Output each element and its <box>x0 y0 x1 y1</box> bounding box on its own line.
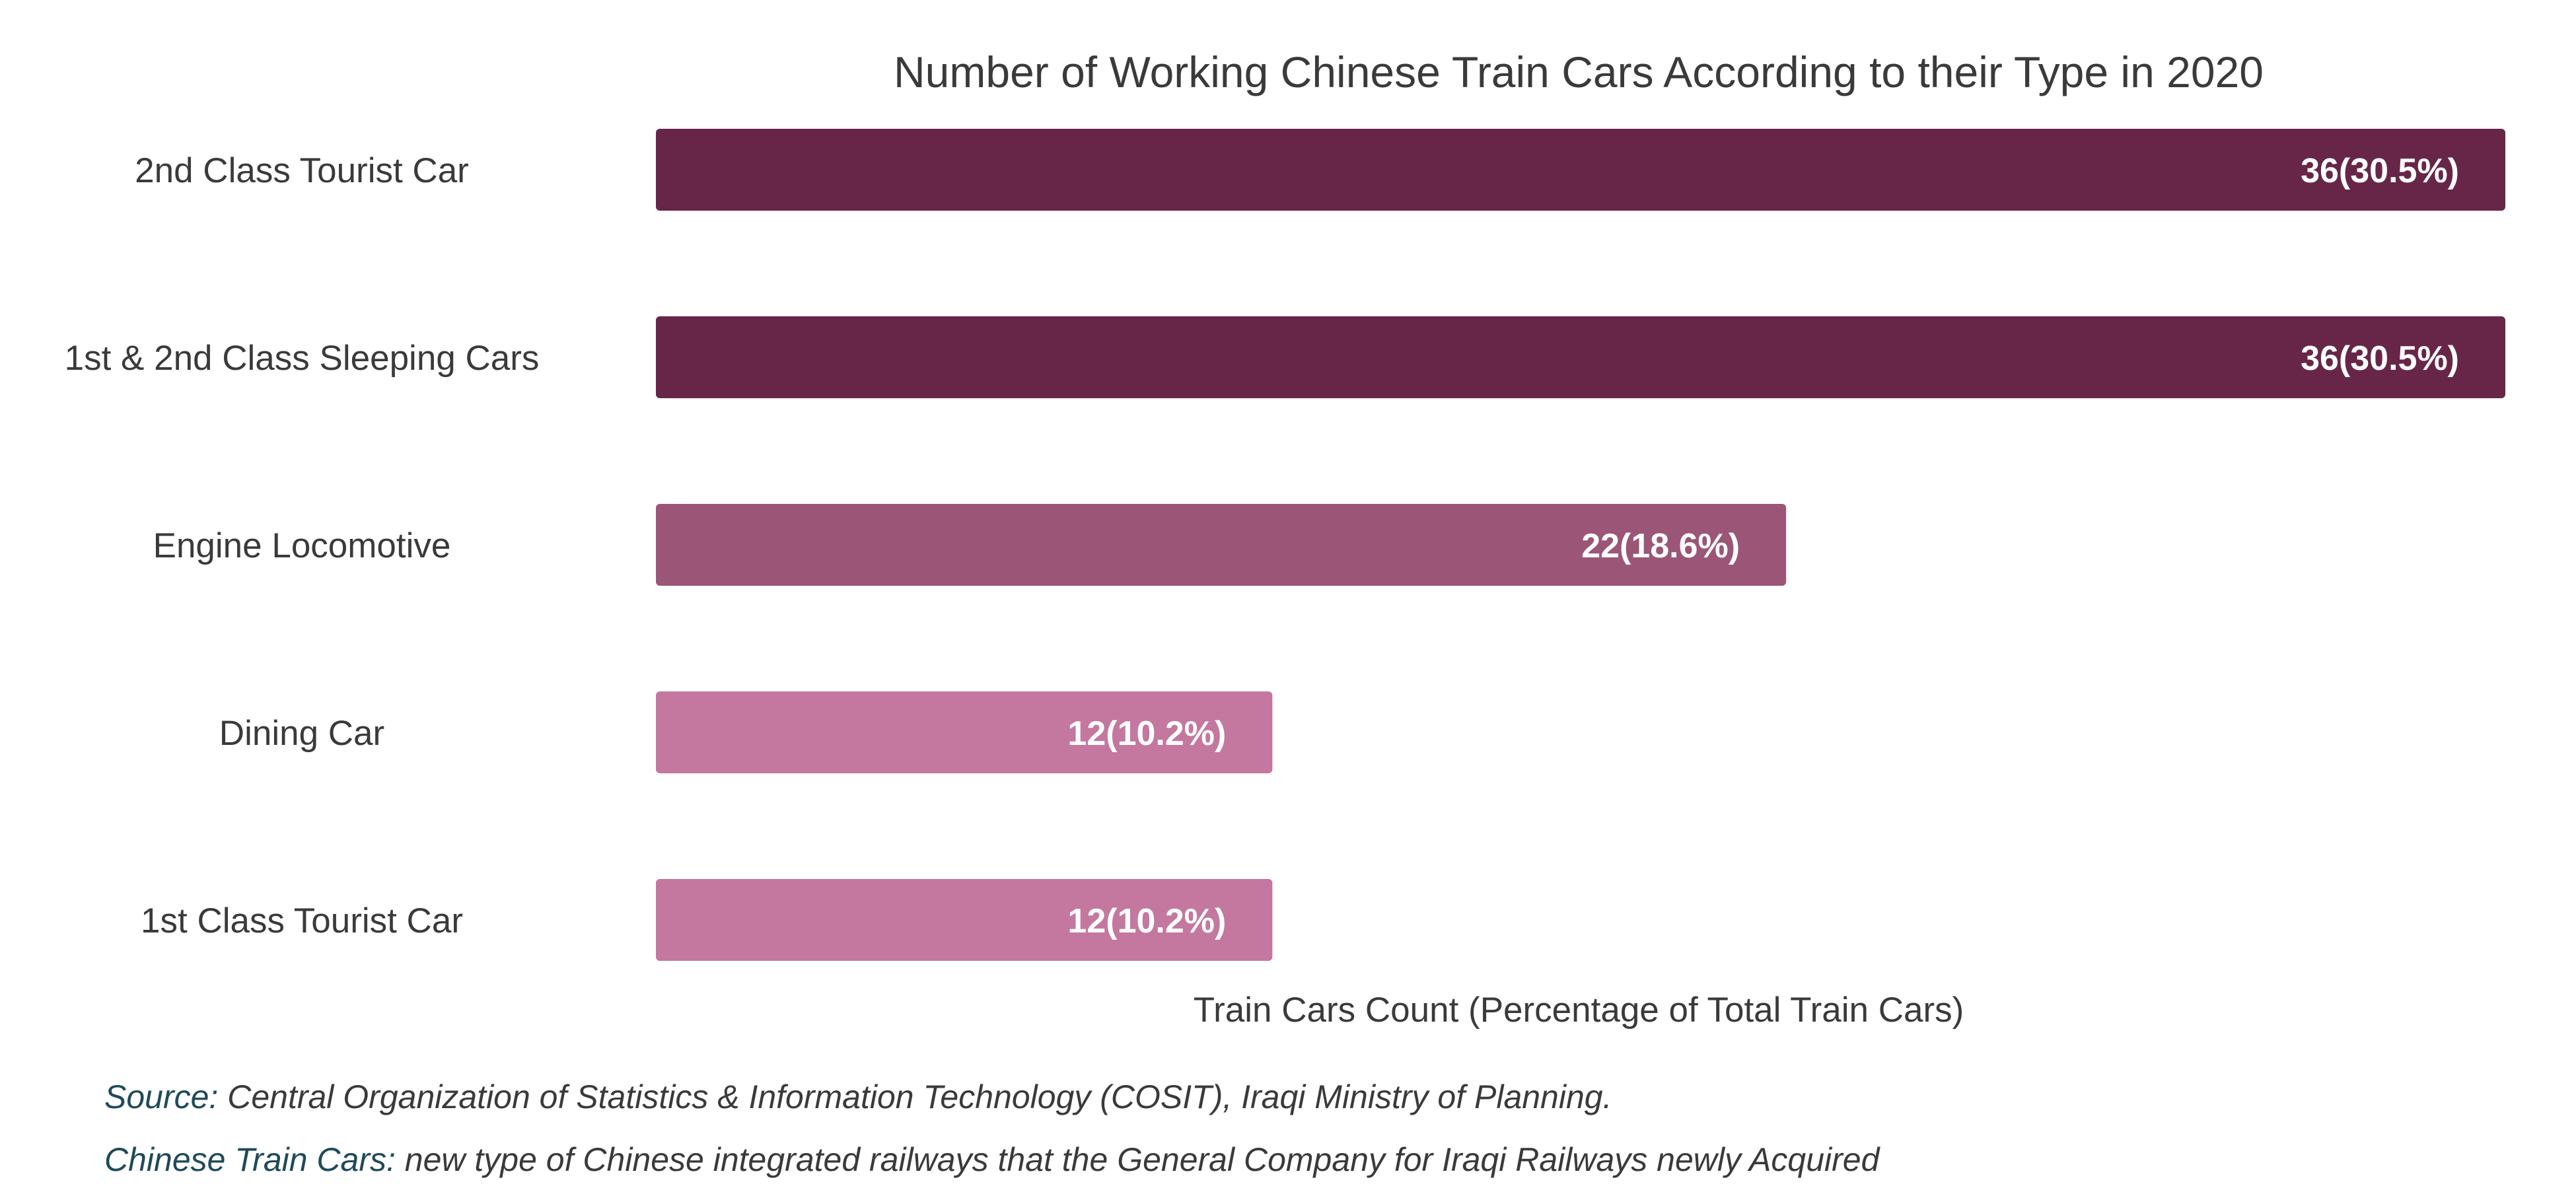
category-label: Dining Car <box>219 714 384 753</box>
footnote-source-text: Central Organization of Statistics & Inf… <box>218 1078 1612 1115</box>
bar-data-label: 12(10.2%) <box>1067 902 1226 940</box>
chart-title: Number of Working Chinese Train Cars Acc… <box>894 48 2264 96</box>
category-label: Engine Locomotive <box>153 526 451 565</box>
bar-data-label: 12(10.2%) <box>1067 715 1226 753</box>
bar-data-label: 36(30.5%) <box>2301 339 2459 378</box>
x-axis-label: Train Cars Count (Percentage of Total Tr… <box>1194 991 1964 1030</box>
bar <box>656 879 1273 961</box>
bar <box>656 316 2505 398</box>
bar-data-label: 22(18.6%) <box>1581 527 1740 565</box>
bar <box>656 129 2505 211</box>
footnote-definition-text: new type of Chinese integrated railways … <box>395 1141 1880 1178</box>
footnote-definition: Chinese Train Cars: new type of Chinese … <box>104 1140 1879 1179</box>
bars-layer: 2nd Class Tourist Car 36(30.5%) 1st & 2nd … <box>65 129 2505 961</box>
bar <box>656 691 1273 773</box>
footnote-source: Source: Central Organization of Statisti… <box>104 1078 1612 1116</box>
category-label: 1st & 2nd Class Sleeping Cars <box>65 339 540 378</box>
footnote-definition-key: Chinese Train Cars: <box>104 1141 396 1178</box>
bar <box>656 504 1787 586</box>
category-label: 2nd Class Tourist Car <box>135 151 469 190</box>
category-label: 1st Class Tourist Car <box>141 901 463 940</box>
footnote-source-key: Source: <box>104 1078 219 1115</box>
bar-data-label: 36(30.5%) <box>2301 152 2459 190</box>
